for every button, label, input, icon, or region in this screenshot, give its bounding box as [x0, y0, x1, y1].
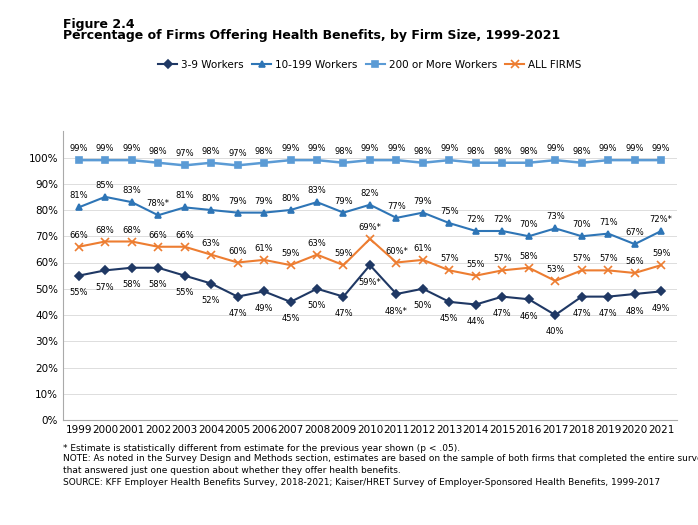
Text: 98%: 98%: [255, 147, 274, 156]
Text: 49%: 49%: [255, 304, 274, 313]
Text: 67%: 67%: [625, 228, 644, 237]
Text: 47%: 47%: [228, 309, 247, 318]
Text: 82%: 82%: [361, 189, 379, 198]
Text: 78%*: 78%*: [147, 200, 170, 208]
Text: 97%: 97%: [175, 150, 194, 159]
Text: 46%: 46%: [519, 312, 538, 321]
Text: 99%: 99%: [70, 144, 88, 153]
Text: 80%: 80%: [281, 194, 300, 203]
Text: 98%: 98%: [466, 147, 485, 156]
Text: 44%: 44%: [466, 317, 485, 326]
Text: 45%: 45%: [440, 314, 459, 323]
Text: 56%: 56%: [625, 257, 644, 266]
Text: 61%: 61%: [414, 244, 432, 253]
Text: 72%: 72%: [466, 215, 485, 224]
Text: 53%: 53%: [546, 265, 565, 274]
Text: 70%: 70%: [519, 220, 538, 229]
Text: 61%: 61%: [255, 244, 274, 253]
Text: 98%: 98%: [149, 147, 168, 156]
Text: 98%: 98%: [519, 147, 538, 156]
Text: 58%: 58%: [519, 252, 538, 261]
Text: 81%: 81%: [175, 192, 194, 201]
Text: 59%: 59%: [652, 249, 670, 258]
Text: Percentage of Firms Offering Health Benefits, by Firm Size, 1999-2021: Percentage of Firms Offering Health Bene…: [63, 29, 560, 42]
Text: 47%: 47%: [334, 309, 352, 318]
Text: 77%: 77%: [387, 202, 406, 211]
Text: 48%*: 48%*: [385, 307, 408, 316]
Text: 66%: 66%: [175, 231, 194, 240]
Text: 99%: 99%: [440, 144, 459, 153]
Text: 59%*: 59%*: [359, 278, 381, 287]
Text: 99%: 99%: [546, 144, 565, 153]
Text: 66%: 66%: [149, 231, 168, 240]
Text: 58%: 58%: [149, 280, 168, 289]
Text: 59%: 59%: [281, 249, 299, 258]
Text: 79%: 79%: [414, 197, 432, 206]
Text: 99%: 99%: [281, 144, 299, 153]
Text: 45%: 45%: [281, 314, 299, 323]
Text: 50%: 50%: [308, 301, 326, 310]
Text: 75%: 75%: [440, 207, 459, 216]
Text: 85%: 85%: [96, 181, 114, 190]
Text: 98%: 98%: [414, 147, 432, 156]
Text: 83%: 83%: [122, 186, 141, 195]
Text: 66%: 66%: [69, 231, 88, 240]
Text: 72%: 72%: [493, 215, 512, 224]
Text: 59%: 59%: [334, 249, 352, 258]
Text: * Estimate is statistically different from estimate for the previous year shown : * Estimate is statistically different fr…: [63, 444, 460, 453]
Text: 70%: 70%: [572, 220, 591, 229]
Text: 98%: 98%: [334, 147, 352, 156]
Text: 55%: 55%: [466, 260, 485, 269]
Text: 98%: 98%: [493, 147, 512, 156]
Text: NOTE: As noted in the Survey Design and Methods section, estimates are based on : NOTE: As noted in the Survey Design and …: [63, 454, 698, 463]
Text: 99%: 99%: [625, 144, 644, 153]
Text: 98%: 98%: [572, 147, 591, 156]
Text: 60%: 60%: [228, 247, 247, 256]
Text: 60%*: 60%*: [385, 247, 408, 256]
Text: that answered just one question about whether they offer health benefits.: that answered just one question about wh…: [63, 466, 401, 475]
Text: 99%: 99%: [361, 144, 379, 153]
Text: 81%: 81%: [69, 192, 88, 201]
Text: 57%: 57%: [493, 255, 512, 264]
Text: 47%: 47%: [572, 309, 591, 318]
Text: 50%: 50%: [414, 301, 432, 310]
Text: 52%: 52%: [202, 296, 221, 305]
Text: 40%: 40%: [546, 328, 565, 337]
Text: 55%: 55%: [175, 288, 194, 297]
Text: 99%: 99%: [387, 144, 406, 153]
Text: 98%: 98%: [202, 147, 221, 156]
Text: 80%: 80%: [202, 194, 221, 203]
Text: 79%: 79%: [228, 197, 247, 206]
Text: 47%: 47%: [599, 309, 618, 318]
Text: 99%: 99%: [599, 144, 618, 153]
Text: Figure 2.4: Figure 2.4: [63, 18, 135, 31]
Text: 68%: 68%: [122, 226, 141, 235]
Text: 68%: 68%: [96, 226, 114, 235]
Text: SOURCE: KFF Employer Health Benefits Survey, 2018-2021; Kaiser/HRET Survey of Em: SOURCE: KFF Employer Health Benefits Sur…: [63, 478, 660, 487]
Text: 79%: 79%: [255, 197, 274, 206]
Legend: 3-9 Workers, 10-199 Workers, 200 or More Workers, ALL FIRMS: 3-9 Workers, 10-199 Workers, 200 or More…: [154, 56, 586, 74]
Text: 72%*: 72%*: [650, 215, 673, 224]
Text: 99%: 99%: [652, 144, 670, 153]
Text: 99%: 99%: [308, 144, 326, 153]
Text: 57%: 57%: [96, 283, 114, 292]
Text: 57%: 57%: [572, 255, 591, 264]
Text: 79%: 79%: [334, 197, 352, 206]
Text: 47%: 47%: [493, 309, 512, 318]
Text: 83%: 83%: [308, 186, 327, 195]
Text: 55%: 55%: [70, 288, 88, 297]
Text: 99%: 99%: [96, 144, 114, 153]
Text: 48%: 48%: [625, 307, 644, 316]
Text: 49%: 49%: [652, 304, 670, 313]
Text: 58%: 58%: [122, 280, 141, 289]
Text: 57%: 57%: [599, 255, 618, 264]
Text: 97%: 97%: [228, 150, 247, 159]
Text: 73%: 73%: [546, 213, 565, 222]
Text: 69%*: 69%*: [359, 223, 381, 232]
Text: 63%: 63%: [202, 239, 221, 248]
Text: 99%: 99%: [122, 144, 141, 153]
Text: 57%: 57%: [440, 255, 459, 264]
Text: 63%: 63%: [308, 239, 327, 248]
Text: 71%: 71%: [599, 218, 618, 227]
